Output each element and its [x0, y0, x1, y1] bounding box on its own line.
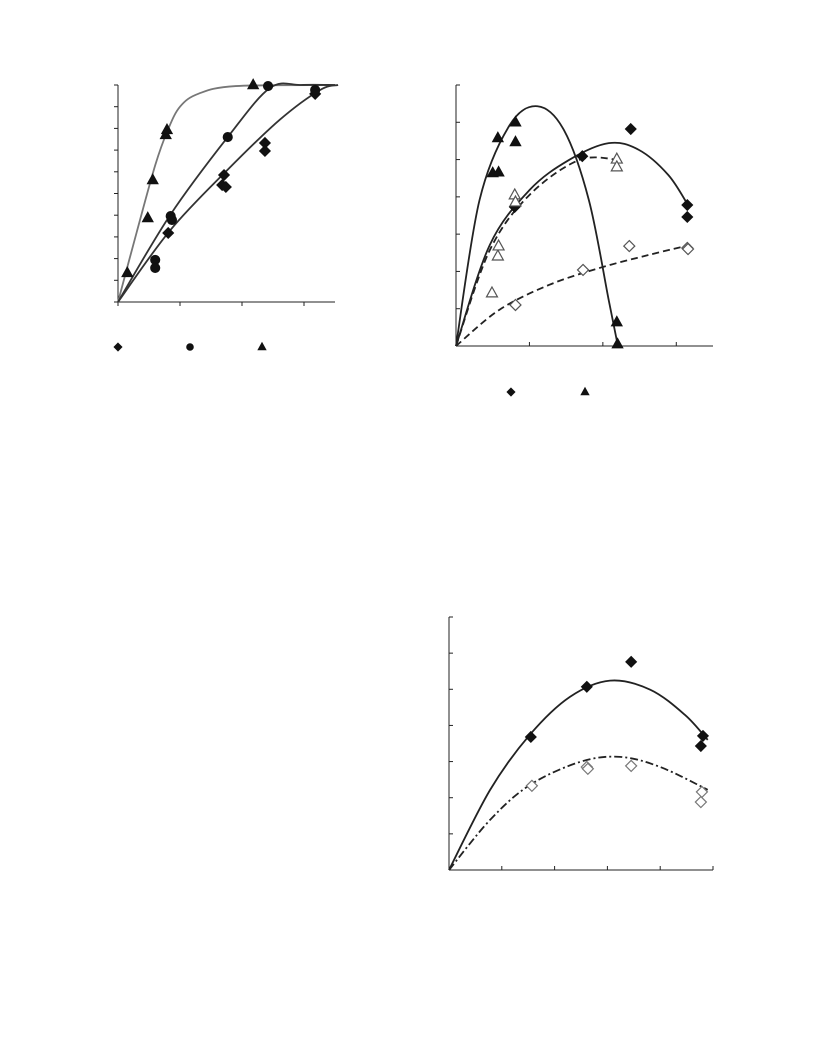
data-point — [150, 262, 161, 274]
legend-marker — [506, 387, 516, 397]
data-point — [146, 173, 159, 185]
data-point — [162, 226, 175, 240]
data-point — [694, 739, 707, 753]
fit-curve — [448, 755, 709, 871]
data-point — [625, 655, 638, 668]
data-point — [681, 242, 695, 256]
data-point — [246, 78, 260, 90]
data-point — [491, 131, 505, 143]
data-point — [580, 680, 593, 693]
legend-marker — [113, 342, 123, 352]
legend-marker — [257, 341, 267, 351]
data-point — [492, 238, 506, 251]
data-point — [576, 263, 590, 277]
data-point — [222, 132, 233, 143]
data-point — [696, 729, 710, 742]
data-point — [624, 759, 638, 773]
data-point — [681, 198, 694, 212]
data-point — [310, 84, 321, 96]
fit-curve — [455, 244, 691, 347]
data-point — [581, 762, 595, 776]
data-point — [508, 194, 522, 207]
legend-marker — [186, 343, 194, 351]
data-point — [525, 779, 539, 793]
data-point — [166, 214, 178, 226]
data-point — [121, 266, 134, 278]
data-point — [624, 122, 637, 136]
data-point — [611, 337, 624, 349]
data-point — [610, 315, 623, 327]
data-point — [219, 180, 232, 194]
data-point — [217, 168, 231, 182]
data-point — [622, 239, 636, 253]
data-point — [485, 285, 499, 298]
data-point — [492, 165, 505, 177]
data-point — [524, 730, 537, 744]
data-point — [610, 159, 624, 172]
data-point — [509, 298, 522, 312]
legend-marker — [580, 386, 590, 396]
data-point — [576, 150, 589, 163]
data-point — [491, 248, 505, 261]
data-point — [694, 795, 708, 809]
data-point — [258, 144, 272, 158]
fit-curve — [455, 156, 620, 347]
data-point — [141, 211, 154, 223]
fit-curve — [455, 105, 618, 347]
fit-curve — [117, 82, 336, 303]
data-point — [160, 123, 174, 135]
fit-curve — [117, 84, 336, 303]
data-point — [681, 210, 694, 224]
data-point — [509, 135, 522, 147]
data-point — [262, 81, 274, 92]
data-point — [509, 115, 522, 127]
fit-curve — [448, 679, 709, 871]
